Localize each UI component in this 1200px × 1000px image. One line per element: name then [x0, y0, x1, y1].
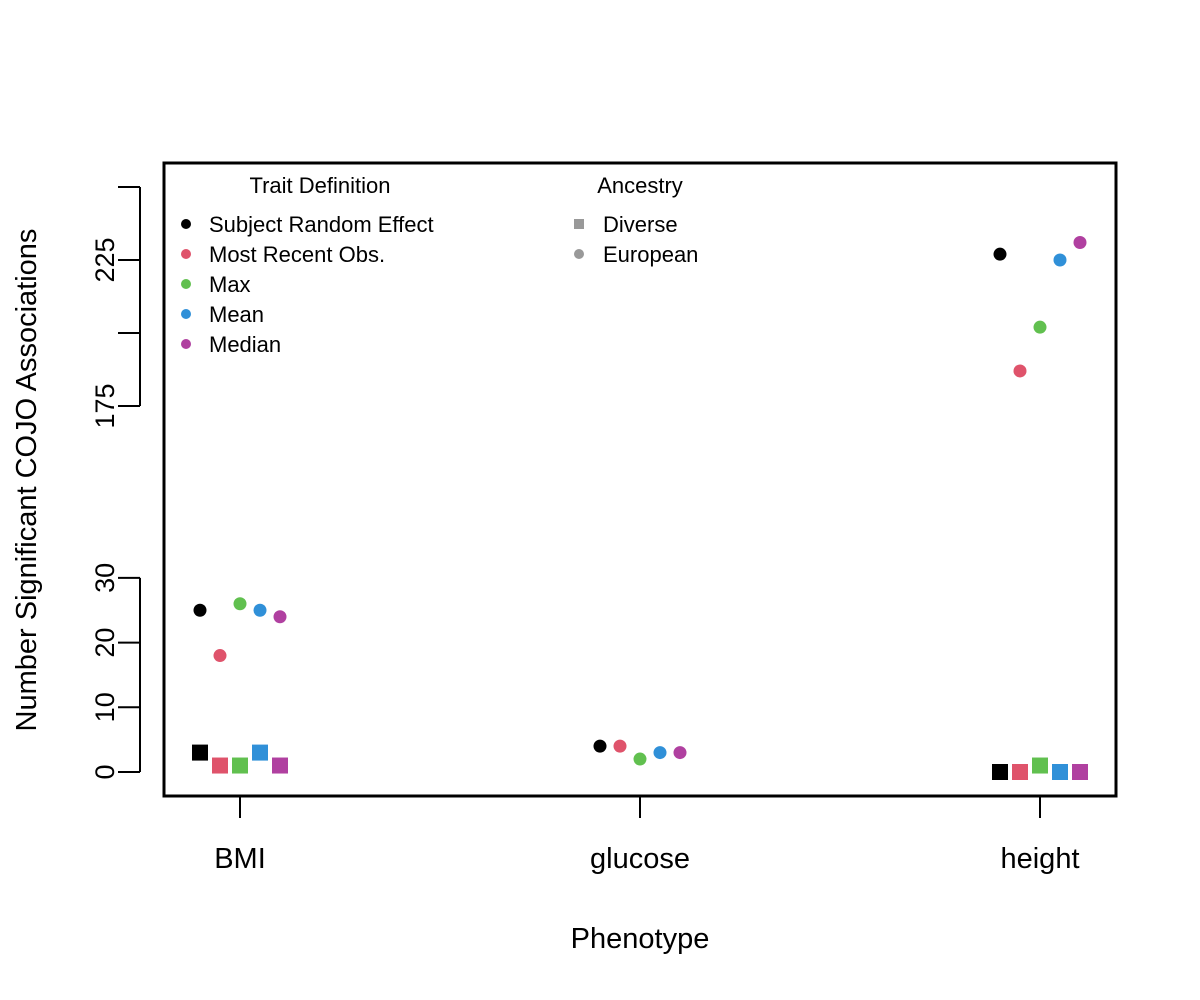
legend-marker: [181, 249, 191, 259]
data-point-square: [1052, 764, 1068, 780]
legend-label: European: [603, 242, 698, 267]
data-point-circle: [273, 610, 287, 624]
legend-marker: [574, 249, 584, 259]
legend-label: Median: [209, 332, 281, 357]
data-point-circle: [673, 746, 687, 760]
y-tick-label: 10: [90, 692, 120, 722]
data-point-circle: [593, 739, 607, 753]
x-axis-label: Phenotype: [571, 923, 710, 955]
data-point-circle: [1033, 320, 1047, 334]
y-tick-label: 0: [90, 764, 120, 779]
legend-marker: [181, 309, 191, 319]
data-point-square: [1032, 757, 1048, 774]
data-point-circle: [1073, 235, 1087, 249]
data-point-circle: [233, 597, 247, 611]
y-axis-label: Number Significant COJO Associations: [11, 229, 43, 732]
y-tick-label: 225: [90, 237, 120, 282]
legend-label: Max: [209, 272, 251, 297]
data-point-square: [992, 764, 1008, 780]
legend-title: Trait Definition: [249, 173, 390, 198]
x-tick-label: height: [1000, 843, 1079, 875]
legend-marker: [574, 219, 584, 229]
data-points: [192, 235, 1088, 780]
y-axis: 0 10 20 30 175 225: [90, 186, 141, 780]
data-point-circle: [653, 746, 667, 760]
data-point-circle: [193, 603, 207, 617]
data-point-square: [252, 744, 268, 761]
legend-label: Mean: [209, 302, 264, 327]
data-point-square: [212, 757, 228, 774]
y-tick-label: 30: [90, 563, 120, 593]
data-point-square: [1012, 764, 1028, 780]
data-point-square: [1072, 764, 1088, 780]
legend-title: Ancestry: [597, 173, 683, 198]
data-point-circle: [993, 247, 1007, 261]
data-point-circle: [633, 752, 647, 766]
data-point-circle: [213, 649, 227, 663]
data-point-circle: [253, 603, 267, 617]
data-point-square: [232, 757, 248, 774]
legend-label: Subject Random Effect: [209, 212, 434, 237]
legend-marker: [181, 279, 191, 289]
x-axis: BMI glucose height: [214, 795, 1080, 875]
legend-label: Diverse: [603, 212, 678, 237]
x-tick-label: BMI: [214, 843, 266, 875]
legend-label: Most Recent Obs.: [209, 242, 385, 267]
legend: Trait Definition Subject Random Effect Mos…: [181, 173, 698, 357]
legend-marker: [181, 339, 191, 349]
legend-marker: [181, 219, 191, 229]
y-tick-label: 175: [90, 383, 120, 428]
data-point-square: [192, 744, 208, 761]
x-tick-label: glucose: [590, 843, 690, 875]
data-point-circle: [1053, 253, 1067, 267]
data-point-square: [272, 757, 288, 774]
data-point-circle: [613, 739, 627, 753]
y-tick-label: 20: [90, 628, 120, 658]
data-point-circle: [1013, 364, 1027, 378]
